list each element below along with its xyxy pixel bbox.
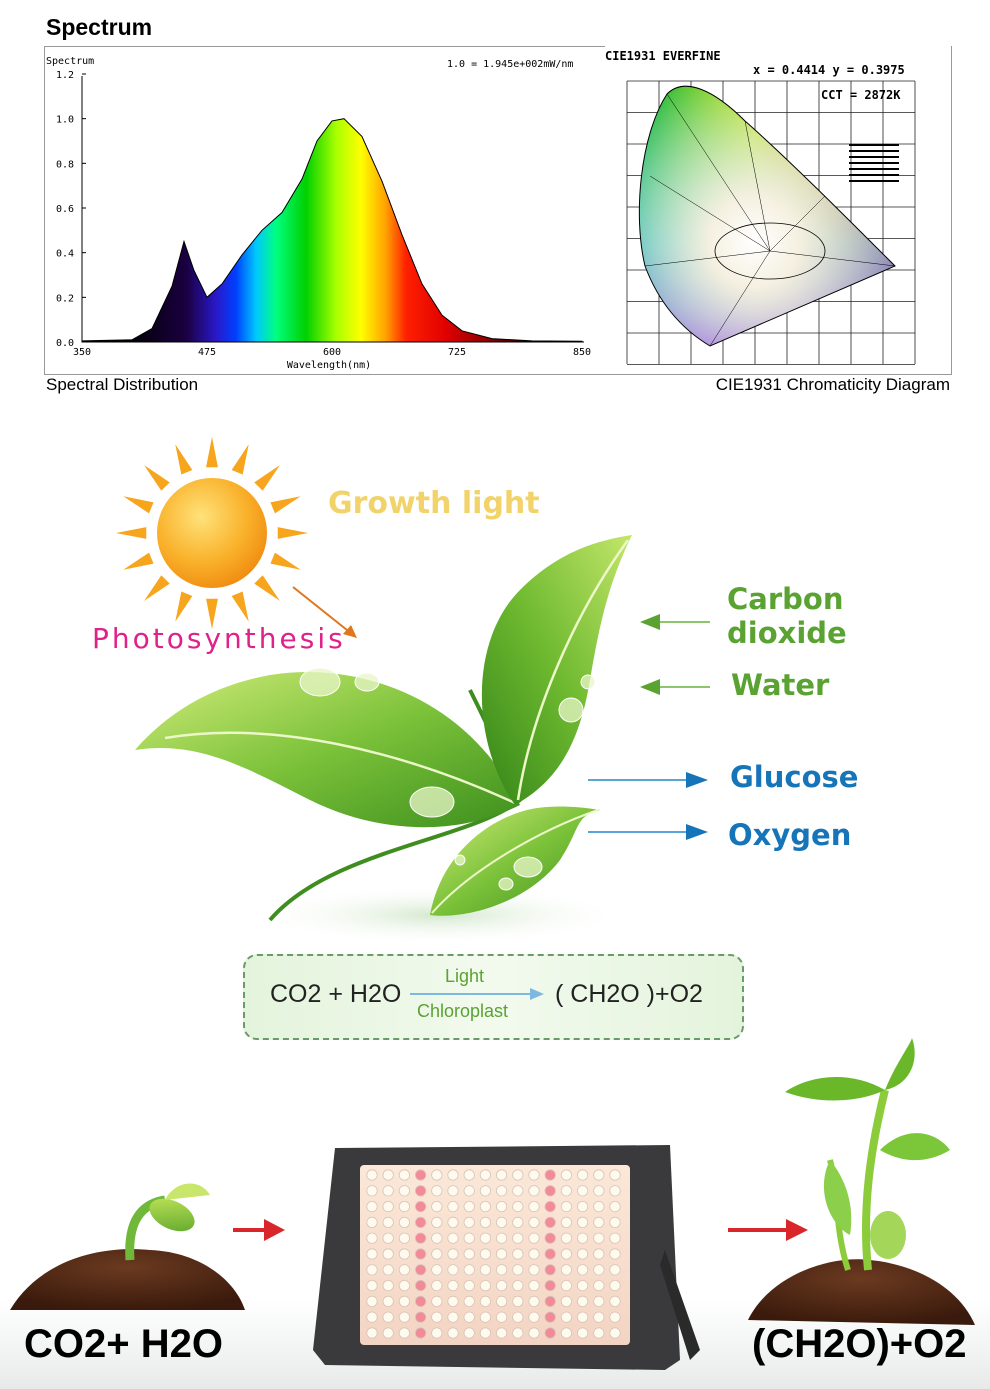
carbon-dioxide-label: Carbon dioxide (727, 582, 847, 650)
spectrum-y-tick: 0.2 (56, 293, 74, 304)
spectrum-x-tick: 600 (323, 347, 341, 358)
spectrum-x-tick: 350 (73, 347, 91, 358)
oxygen-label: Oxygen (728, 818, 852, 852)
growth-light-label: Growth light (328, 486, 540, 521)
glucose-label: Glucose (730, 760, 859, 794)
cie-source-table (849, 144, 899, 182)
equation-light-label: Light (445, 966, 485, 986)
sun-to-leaf-arrow (292, 586, 353, 635)
spectrum-panel (44, 46, 952, 375)
cie-planckian-region (714, 222, 826, 280)
cie-caption: CIE1931 Chromaticity Diagram (715, 375, 950, 394)
spectrum-y-tick: 0.6 (56, 204, 74, 215)
spectral-distribution-chart: Spectrum 1.0 = 1.945e+002mW/nm 0.0 0.2 0.4… (45, 47, 604, 372)
spectrum-y-tick: 0.0 (56, 338, 74, 349)
spectrum-y-tick: 0.8 (56, 159, 74, 170)
spectrum-y-tick: 0.4 (56, 249, 74, 260)
spectrum-scale-note: 1.0 = 1.945e+002mW/nm (447, 59, 573, 70)
spectrum-heading: Spectrum (46, 14, 153, 40)
reactants-label: CO2+ H2O (24, 1322, 223, 1366)
products-label: (CH2O)+O2 (752, 1322, 967, 1366)
photosynthesis-label: Photosynthesis (92, 622, 346, 655)
equation-box (243, 954, 744, 1040)
equation-reactants: CO2 + H2O (270, 980, 402, 1008)
photosynthesis-illustration (116, 437, 710, 940)
led-grow-light (313, 1145, 700, 1370)
water-droplets (299, 667, 596, 891)
growth-stages-illustration (0, 1038, 990, 1389)
spectral-distribution-caption: Spectral Distribution (46, 375, 199, 394)
cie-title: CIE1931 EVERFINE (605, 49, 721, 63)
spectrum-x-tick: 850 (573, 347, 591, 358)
water-label: Water (731, 668, 830, 702)
cie-xy-readout: x = 0.4414 y = 0.3975 (753, 63, 905, 77)
input-arrows (640, 614, 710, 695)
cie-cct-readout: CCT = 2872K (821, 88, 901, 102)
spectrum-inner-title: Spectrum (46, 56, 94, 67)
spectrum-xlabel: Wavelength(nm) (287, 360, 371, 371)
seedling-sprout (10, 1183, 245, 1310)
output-arrows (588, 772, 708, 840)
stage-arrow-right (728, 1219, 808, 1241)
spectrum-x-tick: 475 (198, 347, 216, 358)
sun-icon (116, 437, 308, 629)
equation-chloroplast-label: Chloroplast (417, 1001, 509, 1021)
equation-arrow (410, 988, 544, 1000)
stage-arrow-left (233, 1219, 285, 1241)
grown-plant (748, 1038, 975, 1325)
spectrum-y-tick: 1.0 (56, 115, 74, 126)
spectrum-y-tick: 1.2 (56, 70, 74, 81)
leaf-lower (430, 806, 600, 916)
cie-chromaticity-chart: CIE1931 EVERFINE x = 0.4414 y = 0.3975 C… (605, 46, 951, 374)
spectrum-x-tick: 725 (448, 347, 466, 358)
equation-products: ( CH2O )+O2 (555, 980, 703, 1008)
spectrum-curve (81, 118, 583, 343)
